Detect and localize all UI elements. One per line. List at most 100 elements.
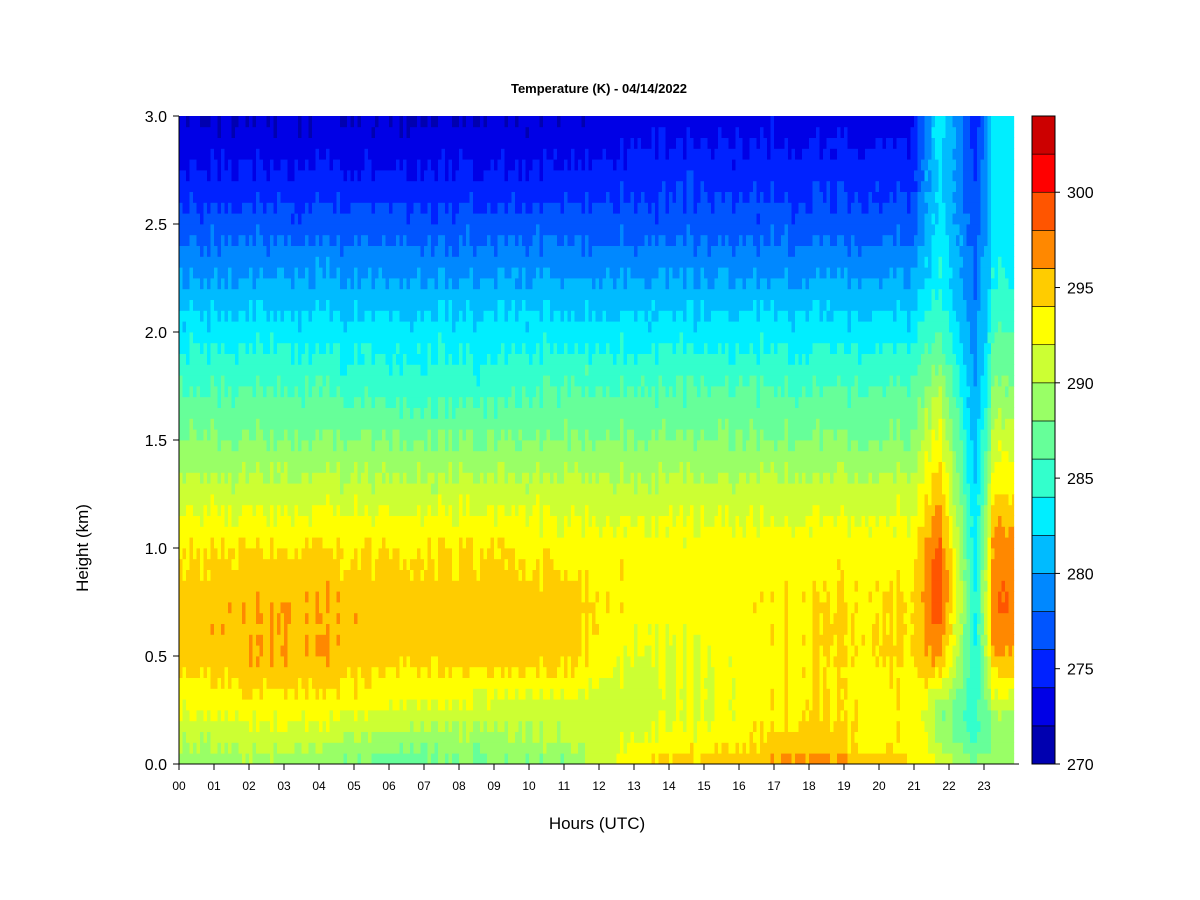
heatmap-cell bbox=[361, 278, 365, 290]
heatmap-cell bbox=[249, 494, 253, 506]
heatmap-cell bbox=[396, 213, 400, 225]
heatmap-cell bbox=[315, 742, 320, 754]
heatmap-cell bbox=[420, 731, 425, 743]
heatmap-cell bbox=[336, 202, 341, 214]
heatmap-cell bbox=[273, 191, 278, 203]
heatmap-cell bbox=[329, 170, 334, 182]
heatmap-cell bbox=[427, 677, 432, 689]
heatmap-cell bbox=[392, 396, 397, 408]
heatmap-cell bbox=[231, 310, 236, 322]
heatmap-cell bbox=[364, 548, 369, 560]
heatmap-cell bbox=[329, 494, 334, 506]
heatmap-cell bbox=[329, 645, 334, 657]
heatmap-cell bbox=[329, 440, 334, 452]
heatmap-cell bbox=[459, 180, 463, 192]
heatmap-cell bbox=[315, 407, 320, 419]
heatmap-cell bbox=[357, 202, 362, 214]
heatmap-cell bbox=[413, 742, 418, 754]
heatmap-cell bbox=[368, 580, 372, 592]
heatmap-cell bbox=[266, 234, 271, 246]
heatmap-cell bbox=[399, 688, 404, 700]
heatmap-cell bbox=[210, 396, 215, 408]
heatmap-cell bbox=[385, 450, 390, 462]
heatmap-cell bbox=[347, 656, 351, 668]
heatmap-cell bbox=[301, 288, 306, 300]
heatmap-cell bbox=[385, 332, 390, 344]
heatmap-cell bbox=[319, 234, 323, 246]
heatmap-cell bbox=[413, 591, 418, 603]
heatmap-cell bbox=[357, 429, 362, 441]
heatmap-cell bbox=[196, 580, 201, 592]
heatmap-cell bbox=[392, 288, 397, 300]
heatmap-cell bbox=[193, 191, 197, 203]
heatmap-cell bbox=[382, 720, 386, 732]
heatmap-cell bbox=[410, 677, 414, 689]
heatmap-cell bbox=[357, 710, 362, 722]
heatmap-cell bbox=[228, 753, 232, 765]
heatmap-cell bbox=[371, 396, 376, 408]
heatmap-cell bbox=[368, 321, 372, 333]
heatmap-cell bbox=[378, 332, 383, 344]
heatmap-cell bbox=[214, 159, 218, 171]
heatmap-cell bbox=[203, 526, 208, 538]
heatmap-cell bbox=[399, 472, 404, 484]
heatmap-cell bbox=[448, 191, 453, 203]
heatmap-cell bbox=[364, 332, 369, 344]
heatmap-cell bbox=[389, 742, 393, 754]
heatmap-cell bbox=[462, 407, 467, 419]
heatmap-cell bbox=[322, 450, 327, 462]
heatmap-cell bbox=[340, 332, 344, 344]
heatmap-cell bbox=[231, 753, 236, 765]
heatmap-cell bbox=[203, 159, 208, 171]
heatmap-cell bbox=[315, 688, 320, 700]
heatmap-cell bbox=[228, 213, 232, 225]
heatmap-cell bbox=[466, 407, 470, 419]
heatmap-cell bbox=[242, 116, 246, 128]
heatmap-cell bbox=[179, 191, 183, 203]
heatmap-cell bbox=[238, 483, 243, 495]
heatmap-cell bbox=[214, 472, 218, 484]
heatmap-cell bbox=[294, 688, 299, 700]
heatmap-cell bbox=[193, 688, 197, 700]
heatmap-cell bbox=[375, 666, 379, 678]
heatmap-cell bbox=[305, 494, 309, 506]
heatmap-cell bbox=[315, 191, 320, 203]
heatmap-cell bbox=[294, 126, 299, 138]
heatmap-cell bbox=[319, 450, 323, 462]
heatmap-cell bbox=[385, 202, 390, 214]
heatmap-cell bbox=[333, 569, 337, 581]
heatmap-cell bbox=[455, 191, 460, 203]
heatmap-cell bbox=[424, 688, 428, 700]
heatmap-cell bbox=[445, 364, 449, 376]
heatmap-cell bbox=[235, 753, 239, 765]
heatmap-cell bbox=[298, 677, 302, 689]
heatmap-cell bbox=[217, 656, 222, 668]
heatmap-cell bbox=[217, 353, 222, 365]
heatmap-cell bbox=[189, 116, 194, 128]
heatmap-cell bbox=[364, 278, 369, 290]
heatmap-cell bbox=[200, 278, 204, 290]
heatmap-cell bbox=[189, 742, 194, 754]
heatmap-cell bbox=[301, 234, 306, 246]
heatmap-cell bbox=[249, 170, 253, 182]
heatmap-cell bbox=[280, 656, 285, 668]
heatmap-cell bbox=[368, 558, 372, 570]
heatmap-cell bbox=[420, 418, 425, 430]
heatmap-cell bbox=[382, 602, 386, 614]
heatmap-cell bbox=[378, 180, 383, 192]
heatmap-cell bbox=[378, 159, 383, 171]
heatmap-cell bbox=[448, 353, 453, 365]
heatmap-cell bbox=[340, 180, 344, 192]
heatmap-cell bbox=[466, 267, 470, 279]
heatmap-cell bbox=[403, 418, 407, 430]
heatmap-cell bbox=[382, 418, 386, 430]
heatmap-cell bbox=[417, 137, 421, 149]
heatmap-cell bbox=[420, 720, 425, 732]
heatmap-cell bbox=[259, 731, 264, 743]
heatmap-cell bbox=[284, 375, 288, 387]
heatmap-cell bbox=[280, 396, 285, 408]
heatmap-cell bbox=[466, 180, 470, 192]
heatmap-cell bbox=[462, 256, 467, 268]
heatmap-cell bbox=[235, 450, 239, 462]
heatmap-cell bbox=[378, 386, 383, 398]
